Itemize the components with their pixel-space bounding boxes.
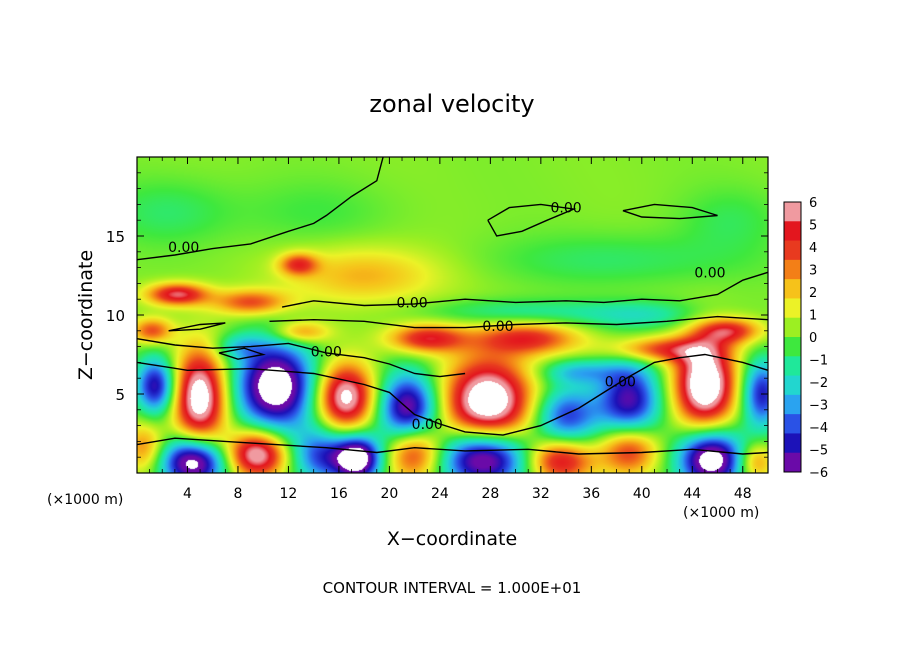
contour-label-3: 0.00 bbox=[482, 319, 513, 335]
colorbar-tick-label: −2 bbox=[809, 376, 828, 391]
plot-area: 0.000.000.000.000.000.000.000.00 4 8 12 16 2… bbox=[106, 156, 769, 502]
colorbar-swatch bbox=[784, 394, 801, 415]
y-tick-label: 5 bbox=[115, 386, 125, 404]
zero-contour-line-3 bbox=[269, 315, 769, 329]
zero-contour-line-1 bbox=[136, 156, 384, 261]
x-tick-label: 44 bbox=[683, 486, 701, 502]
colorbar-tick-label: 4 bbox=[809, 241, 817, 256]
colorbar-tick-label: 5 bbox=[809, 219, 817, 234]
zero-contour-line-4 bbox=[136, 338, 466, 378]
zero-contours bbox=[136, 156, 769, 455]
colorbar-swatch bbox=[784, 317, 801, 338]
colorbar-tick-label: −1 bbox=[809, 354, 828, 369]
x-tick-label: 16 bbox=[330, 486, 348, 502]
zero-contour-line-6 bbox=[136, 437, 769, 455]
heatmap-field bbox=[137, 157, 768, 473]
y-tick-label: 15 bbox=[106, 228, 125, 246]
colorbar-swatch bbox=[784, 433, 801, 454]
colorbar-tick-label: 2 bbox=[809, 286, 817, 301]
zero-contour-line-9 bbox=[168, 322, 226, 332]
zero-contour-line-8 bbox=[622, 203, 718, 220]
colorbar-swatch bbox=[784, 240, 801, 261]
contour-label-7: 0.00 bbox=[550, 201, 581, 217]
x-tick-label: 32 bbox=[532, 486, 550, 502]
zero-contour-line-7 bbox=[487, 203, 577, 237]
colorbar-tick-label: 0 bbox=[809, 331, 817, 346]
colorbar-swatch bbox=[784, 337, 801, 357]
x-unit-right: (×1000 m) bbox=[683, 505, 759, 521]
chart-title: zonal velocity bbox=[369, 90, 534, 118]
x-tick-label: 8 bbox=[233, 486, 242, 502]
x-tick-label: 40 bbox=[633, 486, 651, 502]
colorbar-tick-label: −5 bbox=[809, 444, 828, 459]
zero-contour-line-5 bbox=[136, 353, 769, 436]
x-tick-label: 28 bbox=[481, 486, 499, 502]
x-tick-label: 48 bbox=[734, 486, 752, 502]
colorbar-swatch bbox=[784, 279, 801, 299]
colorbar-frame bbox=[783, 201, 802, 473]
colorbar-tick-label: 3 bbox=[809, 264, 817, 279]
colorbar-tick-label: −6 bbox=[809, 466, 828, 481]
colorbar-tick-label: 6 bbox=[809, 196, 817, 211]
colorbar-swatch bbox=[784, 259, 801, 280]
colorbar-swatch bbox=[784, 414, 801, 434]
colorbar-tick-label: 1 bbox=[809, 309, 817, 324]
contour-labels: 0.00 0.00 0.00 0.00 0.00 0.00 0.00 0.00 bbox=[168, 201, 725, 433]
y-axis-label: Z−coordinate bbox=[75, 250, 97, 380]
x-axis-ticks: 4 8 12 16 20 24 28 32 36 40 44 48 bbox=[149, 157, 756, 502]
colorbar-swatch bbox=[784, 452, 801, 473]
colorbar-swatch bbox=[784, 356, 801, 376]
contour-label-1: 0.00 bbox=[168, 240, 199, 256]
colorbar-swatch bbox=[784, 375, 801, 396]
y-axis-ticks: 5 10 15 bbox=[106, 172, 768, 458]
colorbar-swatch bbox=[784, 298, 801, 319]
colorbar-tick-label: −3 bbox=[809, 399, 828, 414]
contour-label-6: 0.00 bbox=[605, 374, 636, 390]
contour-label-5: 0.00 bbox=[412, 417, 443, 433]
contour-interval-footer: CONTOUR INTERVAL = 1.000E+01 bbox=[323, 579, 582, 597]
colorbar: 6 5 4 3 2 1 0 −1 −2 −3 −4 −5 −6 bbox=[783, 196, 828, 481]
x-tick-label: 36 bbox=[582, 486, 600, 502]
colorbar-tick-label: −4 bbox=[809, 421, 828, 436]
contour-label-8: 0.00 bbox=[694, 265, 725, 281]
x-unit-left: (×1000 m) bbox=[47, 492, 123, 508]
contour-label-4: 0.00 bbox=[311, 344, 342, 360]
colorbar-swatch bbox=[784, 202, 801, 222]
x-tick-label: 24 bbox=[431, 486, 449, 502]
x-tick-label: 12 bbox=[280, 486, 298, 502]
x-tick-label: 4 bbox=[183, 486, 192, 502]
x-tick-label: 20 bbox=[380, 486, 398, 502]
y-tick-label: 10 bbox=[106, 307, 125, 325]
colorbar-swatch bbox=[784, 221, 801, 241]
x-axis-label: X−coordinate bbox=[387, 528, 517, 550]
zero-contour-line-2 bbox=[281, 271, 769, 308]
contour-label-2: 0.00 bbox=[397, 295, 428, 311]
zero-contour-line-10 bbox=[218, 347, 266, 360]
